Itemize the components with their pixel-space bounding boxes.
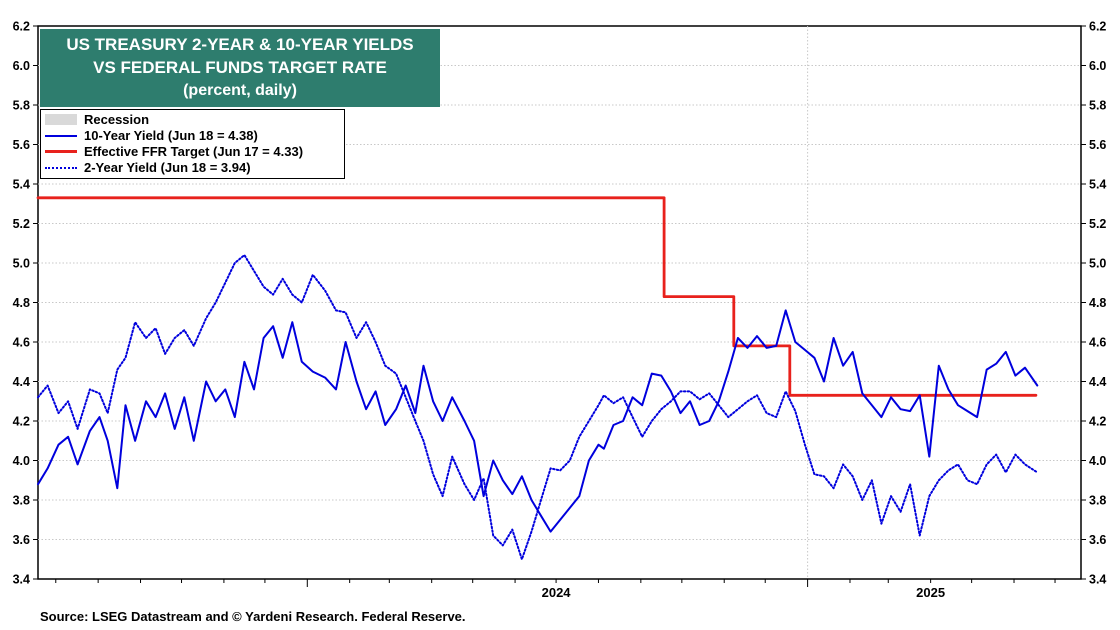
legend-swatch-ffr: [45, 150, 77, 153]
legend-swatch-10-year: [45, 135, 77, 137]
y-tick-label-left: 3.6: [13, 533, 30, 547]
y-tick-label-right: 4.2: [1089, 415, 1106, 429]
series-2-year-yield: [37, 254, 1039, 561]
y-tick-label-right: 3.4: [1089, 573, 1106, 587]
legend-swatch-2-year: [45, 167, 77, 169]
chart-title-box: US TREASURY 2-YEAR & 10-YEAR YIELDS VS F…: [40, 29, 440, 107]
y-tick-label-left: 5.2: [13, 217, 30, 231]
y-tick-label-left: 5.0: [13, 257, 30, 271]
y-tick-label-right: 5.8: [1089, 99, 1106, 113]
chart-title: US TREASURY 2-YEAR & 10-YEAR YIELDS: [66, 35, 414, 54]
y-tick-label-right: 6.2: [1089, 20, 1106, 34]
y-tick-label-left: 4.0: [13, 454, 30, 468]
legend-swatch-recession: [45, 114, 77, 125]
legend-label-recession: Recession: [84, 112, 150, 127]
legend-label-ffr: Effective FFR Target (Jun 17 = 4.33): [84, 144, 304, 159]
y-tick-label-right: 4.0: [1089, 454, 1106, 468]
axis-labels: 3.4 3.4 3.6 3.6 3.8 3.8 4.0 4.0 4.2 4.2 4.4 4.4 4.6 4…: [13, 20, 1107, 601]
y-tick-label-right: 4.6: [1089, 336, 1106, 350]
legend-label-10-year: 10-Year Yield (Jun 18 = 4.38): [84, 128, 258, 143]
y-tick-label-right: 4.4: [1089, 375, 1106, 389]
y-tick-label-left: 5.4: [13, 178, 30, 192]
y-tick-label-right: 4.8: [1089, 296, 1106, 310]
y-tick-label-right: 3.6: [1089, 533, 1106, 547]
y-tick-label-left: 4.2: [13, 415, 30, 429]
y-tick-label-right: 5.6: [1089, 138, 1106, 152]
y-tick-label-right: 5.4: [1089, 178, 1106, 192]
chart-units: (percent, daily): [183, 82, 297, 99]
y-tick-label-right: 6.0: [1089, 59, 1106, 73]
x-tick-label: 2025: [916, 585, 945, 600]
chart-subtitle: VS FEDERAL FUNDS TARGET RATE: [93, 58, 387, 77]
y-tick-label-right: 3.8: [1089, 494, 1106, 508]
y-tick-label-left: 5.6: [13, 138, 30, 152]
y-tick-label-left: 4.4: [13, 375, 30, 389]
legend: Recession 10-Year Yield (Jun 18 = 4.38) …: [40, 109, 345, 179]
y-tick-label-left: 3.8: [13, 494, 30, 508]
series-ffr-target: [36, 196, 1038, 397]
source-note: Source: LSEG Datastream and © Yardeni Re…: [40, 609, 466, 624]
grid-lines: [38, 26, 1081, 579]
y-tick-label-left: 4.8: [13, 296, 30, 310]
y-tick-label-left: 6.0: [13, 59, 30, 73]
x-tick-label: 2024: [542, 585, 572, 600]
series-lines: [36, 196, 1039, 561]
y-tick-label-right: 5.0: [1089, 257, 1106, 271]
y-tick-label-left: 6.2: [13, 20, 30, 34]
y-tick-label-right: 5.2: [1089, 217, 1106, 231]
legend-label-2-year: 2-Year Yield (Jun 18 = 3.94): [84, 160, 251, 175]
y-tick-label-left: 5.8: [13, 99, 30, 113]
axis-ticks: [33, 25, 1086, 587]
y-tick-label-left: 4.6: [13, 336, 30, 350]
y-tick-label-left: 3.4: [13, 573, 30, 587]
series-10-year-yield: [37, 309, 1039, 533]
